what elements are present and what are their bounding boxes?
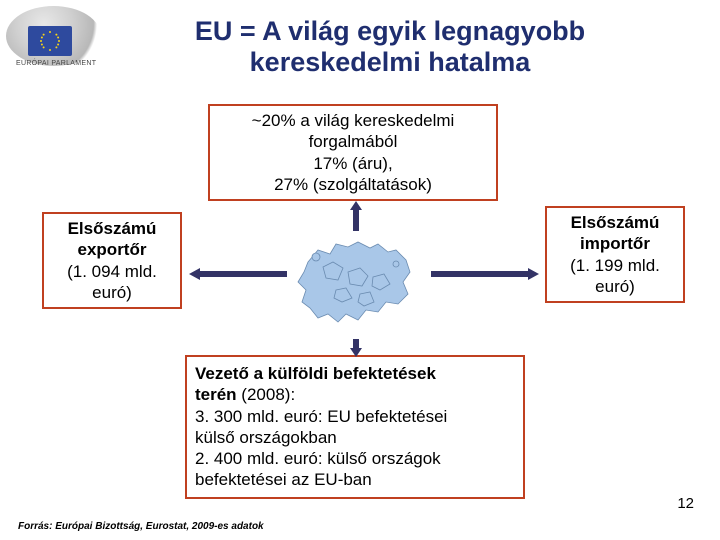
- box-fdi: Vezető a külföldi befektetések terén (20…: [185, 355, 525, 499]
- left-l4: euró): [92, 283, 132, 302]
- bot-year: (2008):: [237, 385, 296, 404]
- box-trade-share: ~20% a világ kereskedelmi forgalmából 17…: [208, 104, 498, 201]
- top-l3: 17% (áru),: [313, 154, 392, 173]
- left-l2: exportőr: [78, 240, 147, 259]
- page-title: EU = A világ egyik legnagyobb kereskedel…: [130, 16, 650, 78]
- source-citation: Forrás: Európai Bizottság, Eurostat, 200…: [18, 521, 264, 532]
- right-l3: (1. 199 mld.: [570, 256, 660, 275]
- top-l2: forgalmából: [309, 132, 398, 151]
- bot-l6: befektetései az EU-ban: [195, 470, 372, 489]
- right-l4: euró): [595, 277, 635, 296]
- bot-l5: 2. 400 mld. euró: külső országok: [195, 449, 441, 468]
- box-importer: Elsőszámú importőr (1. 199 mld. euró): [545, 206, 685, 303]
- title-line1: EU = A világ egyik legnagyobb: [195, 16, 585, 46]
- left-l1: Elsőszámú: [68, 219, 157, 238]
- ep-logo: EURÓPAI PARLAMENT: [6, 6, 101, 81]
- right-l2: importőr: [580, 234, 650, 253]
- logo-caption: EURÓPAI PARLAMENT: [16, 60, 96, 67]
- title-line2: kereskedelmi hatalma: [250, 47, 531, 77]
- box-exporter: Elsőszámú exportőr (1. 094 mld. euró): [42, 212, 182, 309]
- arrow-left-icon: [188, 266, 288, 282]
- page-number: 12: [677, 495, 694, 512]
- eu-flag-icon: [28, 26, 72, 56]
- eu-map-icon: [288, 232, 428, 342]
- arrow-right-icon: [430, 266, 540, 282]
- right-l1: Elsőszámú: [571, 213, 660, 232]
- top-l4: 27% (szolgáltatások): [274, 175, 432, 194]
- left-l3: (1. 094 mld.: [67, 262, 157, 281]
- bot-lead2: terén: [195, 385, 237, 404]
- arrow-bottom-icon: [348, 338, 364, 358]
- bot-l3: 3. 300 mld. euró: EU befektetései: [195, 407, 447, 426]
- bot-l4: külső országokban: [195, 428, 337, 447]
- arrow-top-icon: [348, 200, 364, 232]
- bot-lead1: Vezető a külföldi befektetések: [195, 364, 436, 383]
- top-l1: ~20% a világ kereskedelmi: [252, 111, 455, 130]
